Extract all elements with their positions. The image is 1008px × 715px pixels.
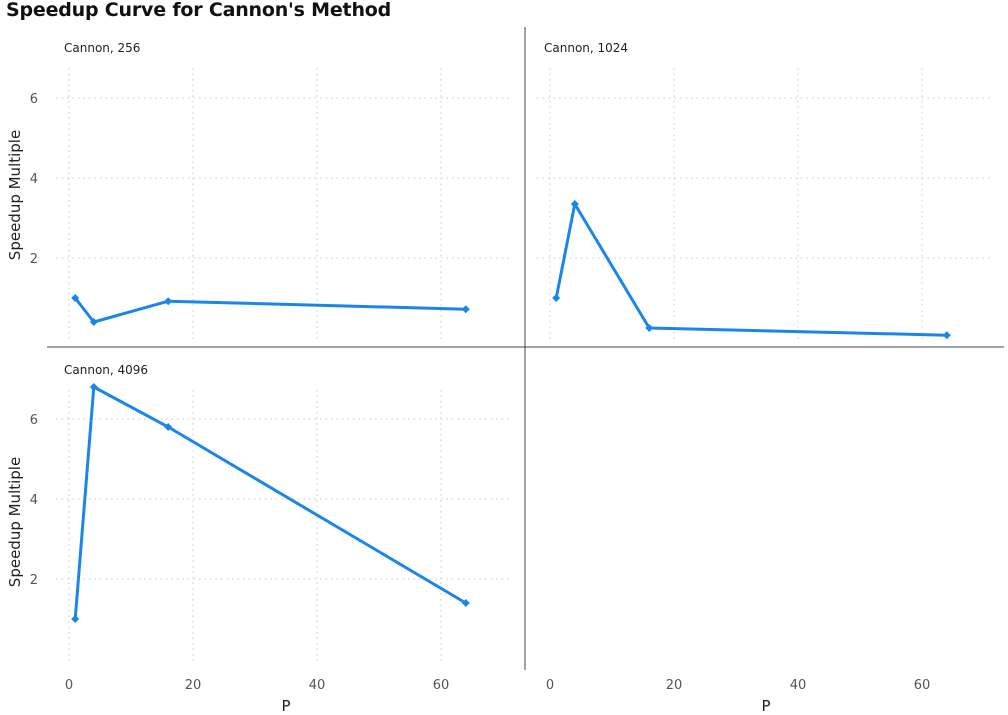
series-line bbox=[554, 202, 949, 337]
data-point bbox=[164, 423, 173, 431]
data-point bbox=[164, 297, 173, 306]
series-line bbox=[73, 296, 468, 324]
x-tick-label: 40 bbox=[309, 678, 326, 693]
y-axis-label: Speedup Multiple bbox=[6, 457, 24, 587]
y-tick-label: 4 bbox=[30, 493, 38, 508]
x-tick-label: 0 bbox=[546, 678, 554, 693]
y-tick-label: 2 bbox=[30, 252, 38, 267]
panel-title: Cannon, 1024 bbox=[544, 41, 628, 55]
panel-title: Cannon, 4096 bbox=[64, 363, 148, 377]
facet-panel-2: Cannon, 1024 bbox=[537, 41, 993, 340]
x-tick-label: 60 bbox=[914, 678, 931, 693]
x-tick-label: 20 bbox=[666, 678, 683, 693]
x-axis-label: P bbox=[761, 697, 770, 715]
x-tick-label: 40 bbox=[790, 678, 807, 693]
data-point bbox=[942, 331, 951, 340]
y-axis-label: Speedup Multiple bbox=[6, 130, 24, 260]
y-tick-label: 4 bbox=[30, 172, 38, 187]
series-line bbox=[73, 385, 468, 621]
data-point bbox=[570, 200, 579, 208]
x-tick-label: 20 bbox=[185, 678, 202, 693]
facet-panel-1: Cannon, 256 2 4 6 bbox=[30, 41, 512, 340]
x-axis-label: P bbox=[281, 697, 290, 715]
y-tick-label: 2 bbox=[30, 573, 38, 588]
data-point bbox=[89, 383, 98, 391]
data-point bbox=[552, 294, 561, 302]
panel-title: Cannon, 256 bbox=[64, 41, 140, 55]
y-tick-label: 6 bbox=[30, 92, 38, 107]
y-tick-label: 6 bbox=[30, 413, 38, 428]
data-point bbox=[71, 294, 80, 302]
data-point bbox=[461, 599, 470, 607]
data-point bbox=[71, 615, 80, 623]
chart-title: Speedup Curve for Cannon's Method bbox=[6, 0, 392, 21]
data-point bbox=[461, 305, 470, 314]
data-point bbox=[89, 318, 98, 326]
x-tick-label: 60 bbox=[433, 678, 450, 693]
data-point bbox=[645, 324, 654, 332]
x-tick-label: 0 bbox=[65, 678, 73, 693]
facet-panel-3: Cannon, 4096 2 4 6 bbox=[30, 363, 512, 662]
